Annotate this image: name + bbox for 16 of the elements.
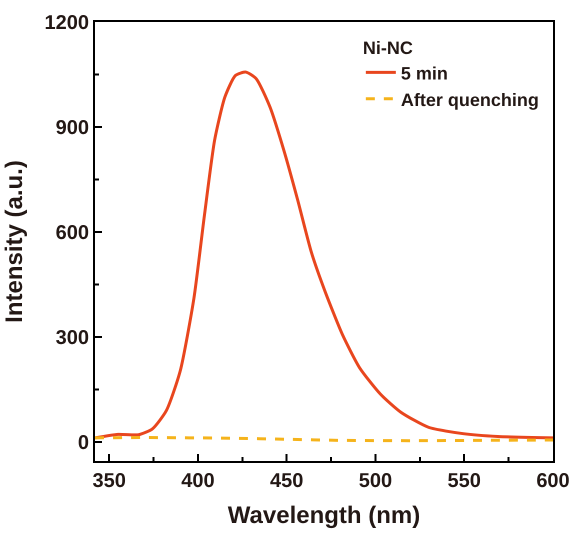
- x-tick-label: 350: [92, 470, 126, 492]
- y-tick-label: 600: [56, 222, 89, 244]
- y-tick-label: 300: [56, 327, 89, 350]
- x-tick-label: 550: [448, 470, 481, 492]
- legend-title: Ni-NC: [362, 38, 413, 58]
- x-tick-label: 600: [536, 470, 570, 492]
- y-tick-label: 1200: [44, 12, 89, 34]
- y-tick-label: 0: [78, 432, 89, 454]
- x-tick-label: 450: [270, 470, 304, 492]
- x-axis-title: Wavelength (nm): [228, 502, 420, 529]
- y-axis-title: Intensity (a.u.): [1, 160, 28, 323]
- legend-label: 5 min: [400, 63, 448, 84]
- x-tick-label: 500: [358, 470, 392, 492]
- x-tick-label: 400: [181, 470, 215, 492]
- y-tick-label: 900: [56, 117, 89, 140]
- legend-label: After quenching: [400, 90, 539, 110]
